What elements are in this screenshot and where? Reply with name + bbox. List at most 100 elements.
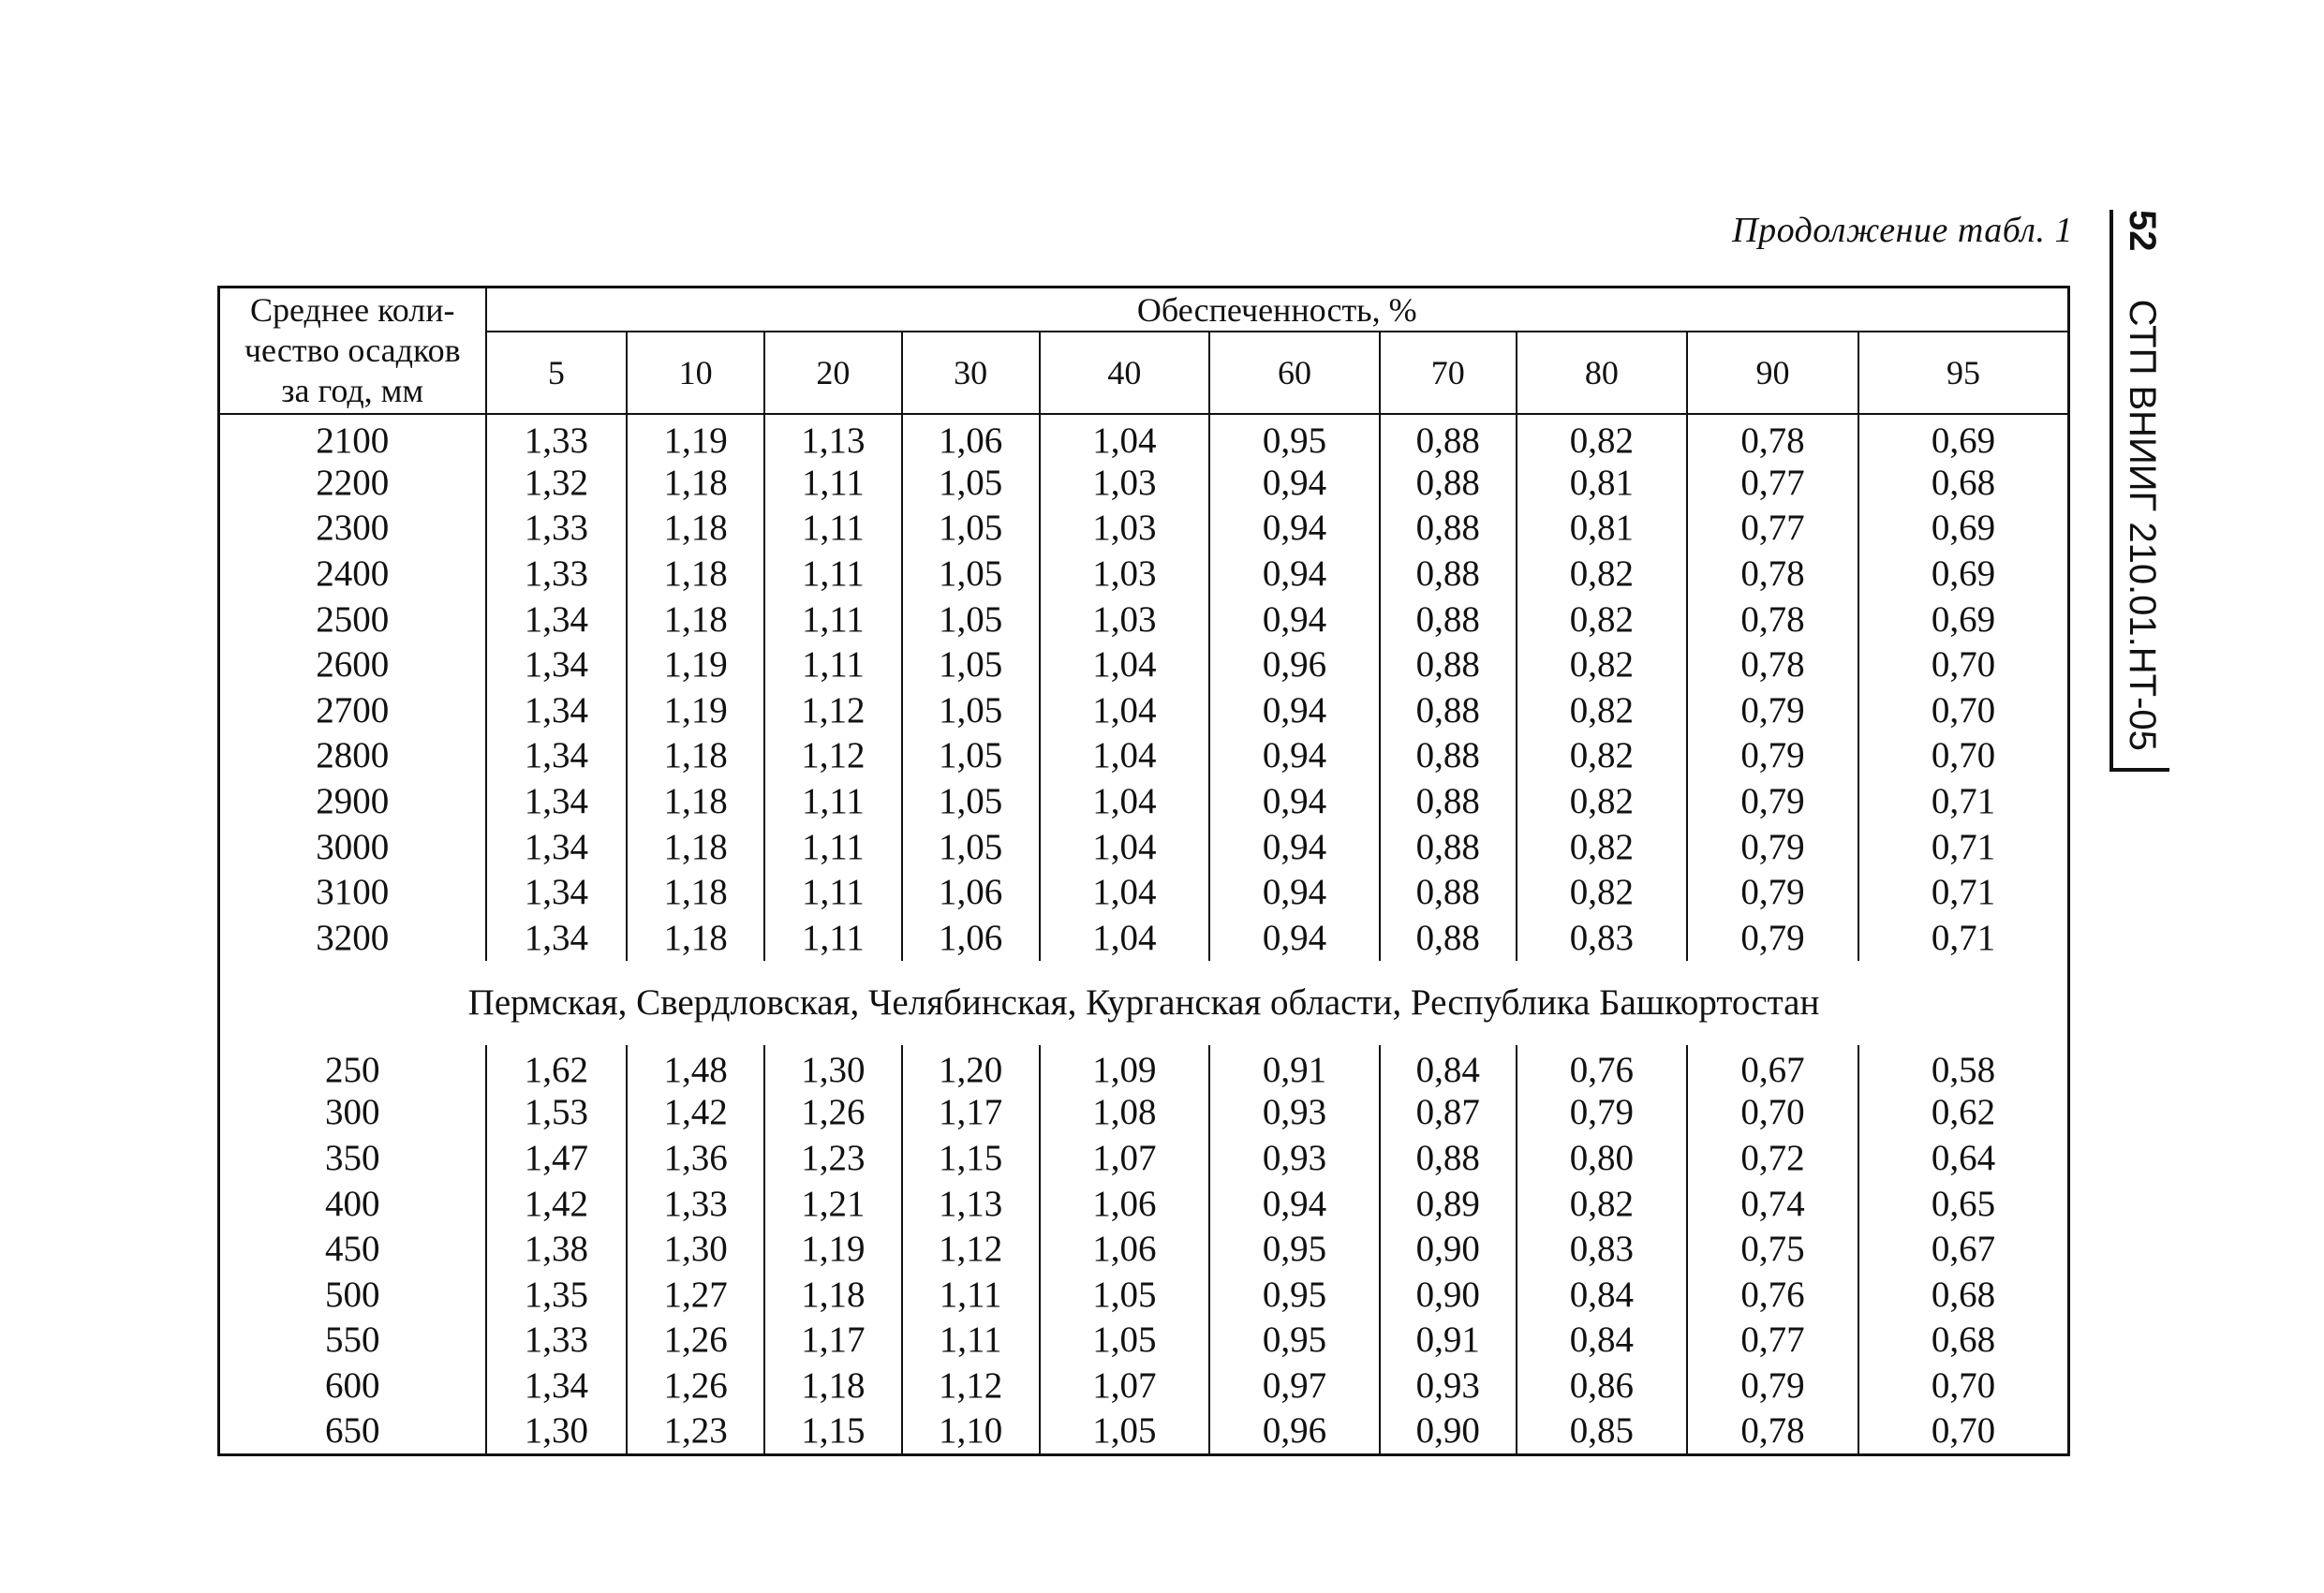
value-cell: 0,88 bbox=[1378, 823, 1517, 870]
table-row: 400 1,42 1,33 1,21 1,13 1,06 0,94 0,89 0,82 0,74 0… bbox=[217, 1180, 2070, 1227]
value-cell: 0,68 bbox=[1857, 1271, 2070, 1318]
precipitation-cell: 2300 bbox=[217, 505, 487, 552]
value-cell: 0,71 bbox=[1857, 869, 2070, 915]
table-row: 2800 1,34 1,18 1,12 1,05 1,04 0,94 0,88 0,82 0,79… bbox=[217, 732, 2070, 779]
value-cell: 1,20 bbox=[900, 1044, 1041, 1090]
value-cell: 0,78 bbox=[1686, 596, 1859, 642]
table-row: 3100 1,34 1,18 1,11 1,06 1,04 0,94 0,88 0,82 0,79… bbox=[217, 869, 2070, 915]
value-cell: 0,88 bbox=[1378, 869, 1517, 915]
precipitation-cell: 600 bbox=[217, 1363, 487, 1409]
value-cell: 0,93 bbox=[1208, 1135, 1381, 1181]
value-cell: 0,65 bbox=[1857, 1180, 2070, 1227]
value-cell: 1,17 bbox=[763, 1317, 903, 1364]
value-cell: 1,12 bbox=[763, 732, 903, 779]
value-cell: 1,06 bbox=[900, 414, 1041, 460]
precipitation-cell: 2700 bbox=[217, 686, 487, 733]
value-cell: 0,94 bbox=[1208, 596, 1381, 642]
value-cell: 0,77 bbox=[1686, 460, 1859, 506]
value-cell: 0,97 bbox=[1208, 1363, 1381, 1409]
value-cell: 1,19 bbox=[626, 414, 766, 460]
value-cell: 0,93 bbox=[1208, 1089, 1381, 1136]
value-cell: 0,79 bbox=[1686, 1363, 1859, 1409]
value-cell: 0,94 bbox=[1208, 686, 1381, 733]
value-cell: 1,05 bbox=[900, 642, 1041, 687]
value-cell: 0,82 bbox=[1515, 823, 1689, 870]
value-cell: 1,34 bbox=[484, 1363, 629, 1409]
percent-header-5: 5 bbox=[484, 331, 629, 415]
value-cell: 0,82 bbox=[1515, 686, 1689, 733]
value-cell: 1,23 bbox=[626, 1408, 766, 1455]
precipitation-cell: 2100 bbox=[217, 414, 487, 460]
value-cell: 1,05 bbox=[900, 686, 1041, 733]
precipitation-cell: 3200 bbox=[217, 914, 487, 961]
value-cell: 1,04 bbox=[1038, 414, 1211, 460]
precipitation-cell: 300 bbox=[217, 1089, 487, 1136]
value-cell: 0,82 bbox=[1515, 414, 1689, 460]
value-cell: 1,34 bbox=[484, 596, 629, 642]
precipitation-cell: 350 bbox=[217, 1135, 487, 1181]
value-cell: 0,95 bbox=[1208, 414, 1381, 460]
value-cell: 0,62 bbox=[1857, 1089, 2070, 1136]
table-row: 2100 1,33 1,19 1,13 1,06 1,04 0,95 0,88 0,82 0,78… bbox=[217, 414, 2070, 460]
table-row: 450 1,38 1,30 1,19 1,12 1,06 0,95 0,90 0,83 0,75 0… bbox=[217, 1226, 2070, 1272]
value-cell: 1,18 bbox=[626, 869, 766, 915]
value-cell: 0,87 bbox=[1378, 1089, 1517, 1136]
value-cell: 1,11 bbox=[763, 914, 903, 961]
value-cell: 1,17 bbox=[900, 1089, 1041, 1136]
value-cell: 1,03 bbox=[1038, 505, 1211, 552]
value-cell: 0,78 bbox=[1686, 642, 1859, 687]
value-cell: 0,88 bbox=[1378, 1135, 1517, 1181]
value-cell: 0,94 bbox=[1208, 505, 1381, 552]
value-cell: 1,05 bbox=[900, 551, 1041, 597]
table-row: 2200 1,32 1,18 1,11 1,05 1,03 0,94 0,88 0,81 0,77… bbox=[217, 460, 2070, 506]
value-cell: 0,83 bbox=[1515, 1226, 1689, 1272]
value-cell: 1,62 bbox=[484, 1044, 629, 1090]
value-cell: 0,68 bbox=[1857, 460, 2070, 506]
value-cell: 0,64 bbox=[1857, 1135, 2070, 1181]
value-cell: 1,13 bbox=[900, 1180, 1041, 1227]
value-cell: 0,94 bbox=[1208, 914, 1381, 961]
value-cell: 1,05 bbox=[1038, 1271, 1211, 1318]
value-cell: 0,77 bbox=[1686, 1317, 1859, 1364]
value-cell: 0,79 bbox=[1686, 914, 1859, 961]
value-cell: 0,72 bbox=[1686, 1135, 1859, 1181]
value-cell: 0,94 bbox=[1208, 1180, 1381, 1227]
value-cell: 0,69 bbox=[1857, 551, 2070, 597]
value-cell: 1,08 bbox=[1038, 1089, 1211, 1136]
value-cell: 1,33 bbox=[626, 1180, 766, 1227]
value-cell: 0,85 bbox=[1515, 1408, 1689, 1455]
value-cell: 0,67 bbox=[1686, 1044, 1859, 1090]
stub-header-line-2: чество осадков bbox=[244, 331, 461, 369]
value-cell: 1,06 bbox=[900, 914, 1041, 961]
value-cell: 1,33 bbox=[484, 414, 629, 460]
value-cell: 0,88 bbox=[1378, 778, 1517, 824]
percent-header-70: 70 bbox=[1378, 331, 1517, 415]
value-cell: 1,18 bbox=[626, 551, 766, 597]
table-row: 3200 1,34 1,18 1,11 1,06 1,04 0,94 0,88 0,83 0,79… bbox=[217, 914, 2070, 961]
group-header: Обеспеченность, % bbox=[484, 286, 2070, 332]
value-cell: 1,18 bbox=[763, 1363, 903, 1409]
value-cell: 1,34 bbox=[484, 823, 629, 870]
percent-header-40: 40 bbox=[1038, 331, 1211, 415]
table-row: 650 1,30 1,23 1,15 1,10 1,05 0,96 0,90 0,85 0,78 0… bbox=[217, 1408, 2070, 1455]
value-cell: 1,38 bbox=[484, 1226, 629, 1272]
value-cell: 1,03 bbox=[1038, 460, 1211, 506]
value-cell: 0,69 bbox=[1857, 414, 2070, 460]
value-cell: 1,42 bbox=[626, 1089, 766, 1136]
precipitation-cell: 650 bbox=[217, 1408, 487, 1455]
value-cell: 0,70 bbox=[1857, 642, 2070, 687]
table-row: 2400 1,33 1,18 1,11 1,05 1,03 0,94 0,88 0,82 0,78… bbox=[217, 551, 2070, 597]
value-cell: 0,86 bbox=[1515, 1363, 1689, 1409]
value-cell: 0,88 bbox=[1378, 551, 1517, 597]
value-cell: 1,19 bbox=[626, 686, 766, 733]
value-cell: 0,78 bbox=[1686, 1408, 1859, 1455]
table-row: 500 1,35 1,27 1,18 1,11 1,05 0,95 0,90 0,84 0,76 0… bbox=[217, 1271, 2070, 1318]
value-cell: 0,91 bbox=[1378, 1317, 1517, 1364]
value-cell: 0,71 bbox=[1857, 778, 2070, 824]
value-cell: 0,94 bbox=[1208, 551, 1381, 597]
value-cell: 0,71 bbox=[1857, 914, 2070, 961]
value-cell: 1,30 bbox=[763, 1044, 903, 1090]
value-cell: 1,06 bbox=[1038, 1180, 1211, 1227]
value-cell: 1,04 bbox=[1038, 686, 1211, 733]
table-row: 3000 1,34 1,18 1,11 1,05 1,04 0,94 0,88 0,82 0,79… bbox=[217, 823, 2070, 870]
